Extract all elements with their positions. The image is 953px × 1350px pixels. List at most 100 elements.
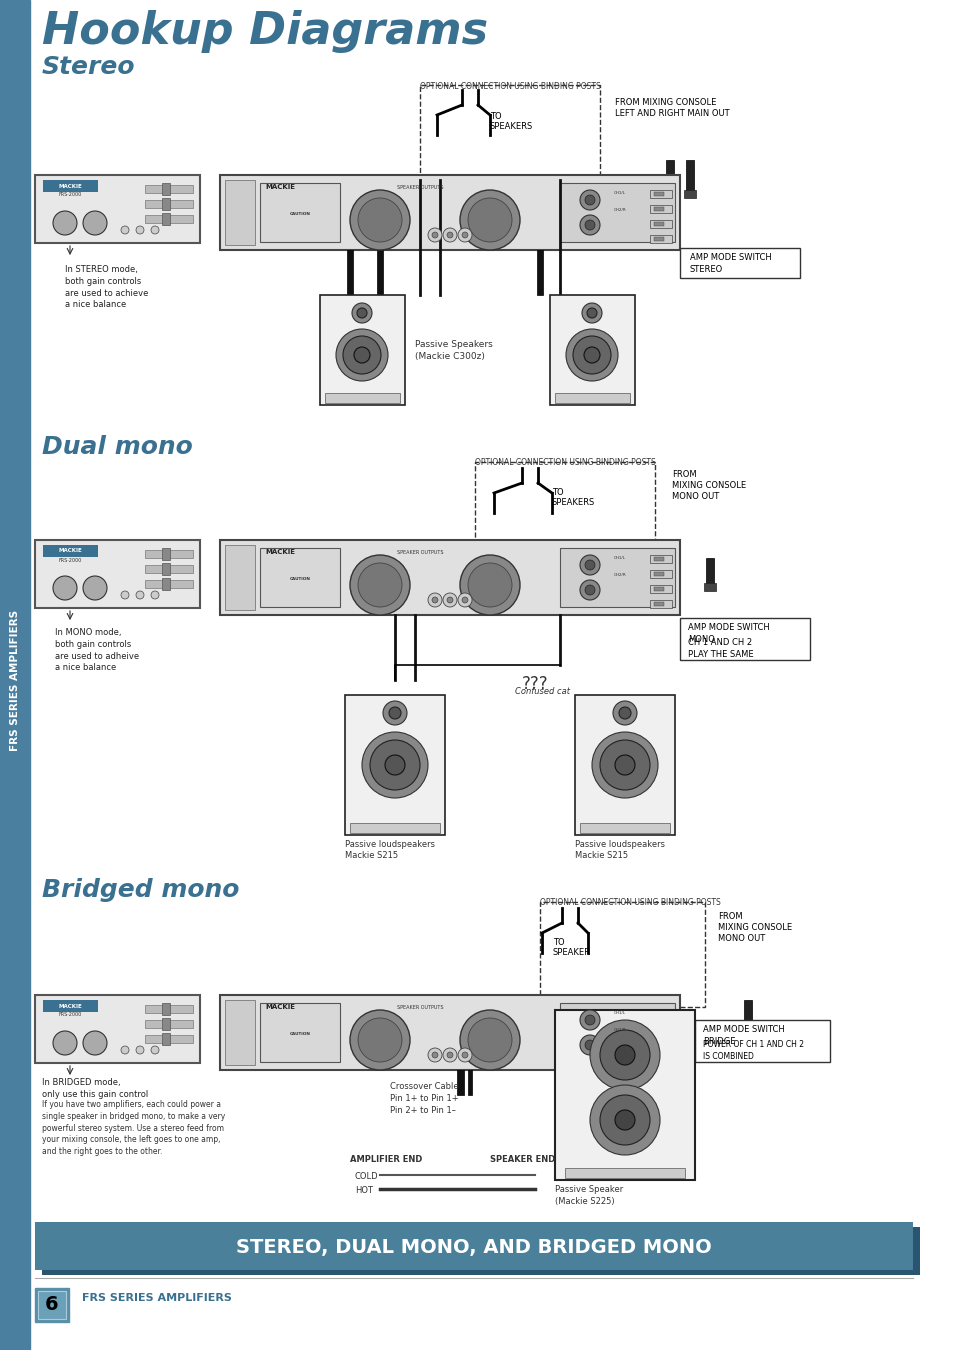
Text: In STEREO mode,
both gain controls
are used to achieve
a nice balance: In STEREO mode, both gain controls are u… <box>65 265 149 309</box>
Text: In MONO mode,
both gain controls
are used to adheive
a nice balance: In MONO mode, both gain controls are use… <box>55 628 139 672</box>
Circle shape <box>584 560 595 570</box>
Circle shape <box>468 563 512 608</box>
Text: CH1/L: CH1/L <box>614 1011 625 1015</box>
Text: OPTIONAL CONNECTION USING BINDING POSTS: OPTIONAL CONNECTION USING BINDING POSTS <box>539 898 720 907</box>
Bar <box>162 213 170 225</box>
Text: AMP MODE SWITCH
STEREO: AMP MODE SWITCH STEREO <box>689 252 771 274</box>
Circle shape <box>432 1052 437 1058</box>
Text: SPEAKER END: SPEAKER END <box>490 1156 555 1164</box>
Text: MACKIE: MACKIE <box>265 184 294 190</box>
Text: TO
SPEAKERS: TO SPEAKERS <box>490 112 533 131</box>
Text: FRS·2000: FRS·2000 <box>58 193 82 197</box>
Bar <box>695 1021 829 1062</box>
Bar <box>564 1168 684 1179</box>
Text: SPEAKER OUTPUTS: SPEAKER OUTPUTS <box>396 549 443 555</box>
Circle shape <box>432 597 437 603</box>
Circle shape <box>457 228 472 242</box>
Bar <box>649 235 671 243</box>
Circle shape <box>83 211 107 235</box>
Bar <box>35 995 200 1062</box>
Circle shape <box>442 1048 456 1062</box>
Circle shape <box>151 591 159 599</box>
Circle shape <box>579 580 599 599</box>
Bar <box>649 1025 671 1033</box>
Circle shape <box>442 593 456 608</box>
Bar <box>654 192 663 196</box>
Circle shape <box>459 555 519 616</box>
Circle shape <box>461 597 468 603</box>
Bar <box>162 1018 170 1030</box>
Circle shape <box>357 198 401 242</box>
Bar <box>654 572 663 576</box>
Circle shape <box>343 336 380 374</box>
Circle shape <box>136 225 144 234</box>
Bar <box>654 1057 663 1061</box>
Bar <box>225 1000 254 1065</box>
Bar <box>654 1012 663 1017</box>
Circle shape <box>350 555 410 616</box>
Bar <box>345 695 444 836</box>
Bar <box>145 580 193 589</box>
Circle shape <box>586 308 597 319</box>
Text: MACKIE: MACKIE <box>58 1003 82 1008</box>
Circle shape <box>584 1015 595 1025</box>
Bar <box>649 1010 671 1018</box>
Text: CH2/R: CH2/R <box>613 208 626 212</box>
Bar <box>42 1227 919 1274</box>
Circle shape <box>352 302 372 323</box>
Bar <box>319 296 405 405</box>
Text: Passive Speaker
(Mackie S225): Passive Speaker (Mackie S225) <box>555 1185 622 1206</box>
Text: COLD: COLD <box>355 1172 378 1181</box>
Text: CH 1 AND CH 2
PLAY THE SAME: CH 1 AND CH 2 PLAY THE SAME <box>687 639 753 659</box>
Bar <box>145 566 193 572</box>
Bar <box>350 824 439 833</box>
Bar <box>145 1035 193 1044</box>
Bar <box>679 248 800 278</box>
Circle shape <box>584 585 595 595</box>
Bar <box>654 1042 663 1046</box>
Bar <box>419 85 599 180</box>
Circle shape <box>428 1048 441 1062</box>
Circle shape <box>370 740 419 790</box>
Text: AMP MODE SWITCH
MONO: AMP MODE SWITCH MONO <box>687 622 769 644</box>
Text: Dual mono: Dual mono <box>42 435 193 459</box>
Bar <box>654 558 663 562</box>
Bar <box>35 1288 69 1322</box>
Bar <box>260 548 339 608</box>
Bar <box>654 238 663 242</box>
Circle shape <box>579 215 599 235</box>
Text: SPEAKER OUTPUTS: SPEAKER OUTPUTS <box>396 185 443 190</box>
Text: OPTIONAL CONNECTION USING BINDING POSTS: OPTIONAL CONNECTION USING BINDING POSTS <box>419 82 600 90</box>
Circle shape <box>457 1048 472 1062</box>
Circle shape <box>121 1046 129 1054</box>
Text: Confused cat: Confused cat <box>515 687 570 697</box>
Bar <box>260 184 339 242</box>
Bar <box>663 190 676 198</box>
Text: OPTIONAL CONNECTION USING BINDING POSTS: OPTIONAL CONNECTION USING BINDING POSTS <box>475 458 655 467</box>
Text: MACKIE: MACKIE <box>58 548 82 554</box>
Bar <box>225 545 254 610</box>
Text: CH1/L: CH1/L <box>614 190 625 194</box>
Bar <box>162 198 170 211</box>
Bar <box>703 583 716 591</box>
Bar <box>225 180 254 244</box>
Circle shape <box>468 198 512 242</box>
Bar <box>649 220 671 228</box>
Bar <box>649 205 671 213</box>
Circle shape <box>599 1095 649 1145</box>
Bar <box>649 1054 671 1062</box>
Bar <box>38 1291 66 1319</box>
Circle shape <box>350 1010 410 1071</box>
Bar <box>456 1071 463 1095</box>
Circle shape <box>442 228 456 242</box>
Text: FRS·2000: FRS·2000 <box>58 1012 82 1018</box>
Bar <box>649 190 671 198</box>
Circle shape <box>615 1110 635 1130</box>
Circle shape <box>447 232 453 238</box>
Bar <box>162 548 170 560</box>
Circle shape <box>428 593 441 608</box>
Bar <box>649 555 671 563</box>
Text: If you have two amplifiers, each could power a
single speaker in bridged mono, t: If you have two amplifiers, each could p… <box>42 1100 225 1156</box>
Circle shape <box>447 1052 453 1058</box>
Bar <box>145 549 193 558</box>
